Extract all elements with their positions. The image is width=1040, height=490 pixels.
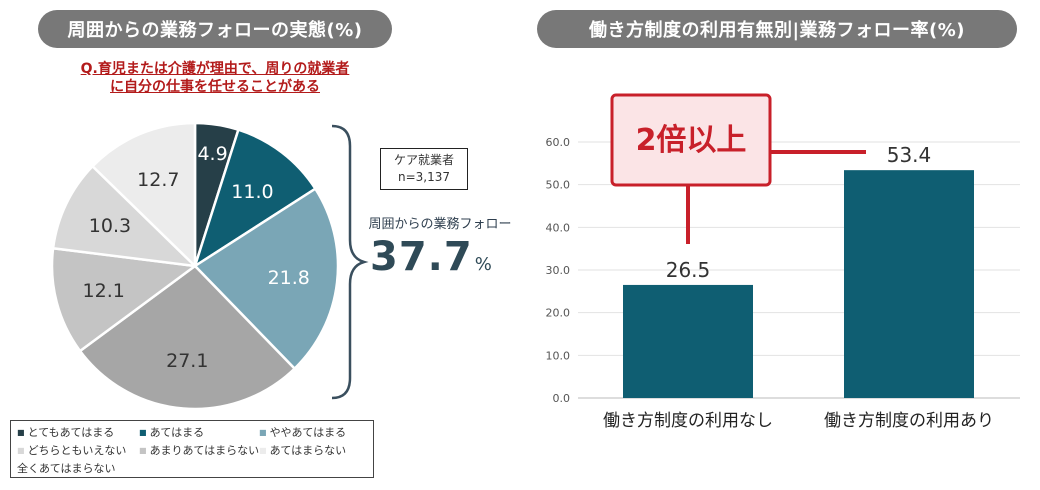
x-category-label-0: 働き方制度の利用なし: [603, 411, 773, 431]
y-tick-label: 40.0: [546, 221, 571, 234]
y-tick-label: 10.0: [546, 349, 571, 362]
pie-slice-label-4: 12.1: [83, 280, 125, 302]
pie-slice-5: [51, 164, 199, 268]
curly-brace: [331, 124, 369, 400]
legend-label: ややあてはまる: [269, 426, 347, 439]
bar-1: [844, 170, 974, 398]
pie-slice-1: [192, 128, 318, 269]
bar-0: [623, 284, 753, 398]
legend-label: あてはまらない: [269, 444, 347, 457]
pie-slice-label-0: 4.9: [197, 143, 227, 165]
legend-item: ■ どちらともいえない: [17, 442, 126, 458]
legend-marker: ■: [259, 428, 267, 437]
follow-rate-unit: %: [474, 254, 493, 275]
legend-marker: ■: [17, 428, 25, 437]
pie-legend: ■ とてもあてはまる ■ あてはまる ■ ややあてはまる ■ どちらともいえない ■ あまりあては…: [10, 420, 374, 478]
legend-item: 全くあてはまらない: [17, 460, 116, 476]
legend-item: ■ あてはまらない: [259, 442, 346, 458]
pie-slice-label-2: 21.8: [268, 267, 310, 289]
legend-label: とてもあてはまる: [27, 426, 115, 439]
pie-slice-label-1: 11.0: [231, 181, 273, 203]
x-category-label-1: 働き方制度の利用あり: [824, 411, 994, 431]
question-line-2: に自分の仕事を任せることがある: [40, 78, 390, 96]
sample-label: ケア就業者: [393, 153, 454, 167]
bar-panel-title: 働き方制度の利用有無別|業務フォロー率(%): [537, 10, 1017, 48]
y-tick-label: 60.0: [546, 136, 571, 149]
callout-box: [610, 93, 772, 187]
legend-item: ■ あまりあてはまらない: [139, 442, 259, 458]
y-tick-label: 0.0: [553, 392, 571, 405]
legend-label: どちらともいえない: [27, 444, 127, 457]
pie-slice-label-5: 10.3: [89, 215, 131, 237]
legend-item: ■ あてはまる: [139, 424, 204, 440]
pie-slice-4: [50, 246, 199, 353]
legend-label: あまりあてはまらない: [149, 444, 260, 457]
legend-item: ■ とてもあてはまる: [17, 424, 114, 440]
legend-item: ■ ややあてはまる: [259, 424, 346, 440]
y-tick-label: 50.0: [546, 179, 571, 192]
callout-text: 2倍以上: [636, 123, 747, 158]
y-tick-label: 20.0: [546, 307, 571, 320]
follow-rate-value: 37.7%: [370, 234, 530, 280]
legend-marker: ■: [259, 446, 267, 455]
legend-marker: ■: [17, 446, 25, 455]
question-line-1-text: Q.育児または介護が理由で、周りの就業者: [80, 61, 350, 77]
pie-panel-title: 周囲からの業務フォローの実態(%): [38, 10, 392, 48]
legend-label: 全くあてはまらない: [17, 462, 116, 475]
legend-marker: ■: [139, 428, 147, 437]
follow-rate-number: 37.7: [370, 234, 473, 280]
sample-size-box: ケア就業者 n=3,137: [380, 148, 468, 190]
bar-value-label-1: 53.4: [887, 143, 932, 167]
pie-slice-2: [193, 187, 340, 371]
legend-label: あてはまる: [149, 426, 205, 439]
question-line-1: Q.育児または介護が理由で、周りの就業者: [40, 60, 390, 78]
pie-slice-3: [78, 264, 297, 411]
pie-slice-label-3: 27.1: [166, 350, 208, 372]
question-line-2-text: に自分の仕事を任せることがある: [110, 79, 320, 95]
y-tick-label: 30.0: [546, 264, 571, 277]
legend-marker: ■: [139, 446, 147, 455]
pie-slice-label-6: 12.7: [137, 169, 179, 191]
sample-count: n=3,137: [397, 170, 450, 184]
pie-slice-6: [90, 121, 197, 269]
bar-value-label-0: 26.5: [666, 258, 711, 282]
follow-rate-label: 周囲からの業務フォロー: [368, 217, 512, 232]
